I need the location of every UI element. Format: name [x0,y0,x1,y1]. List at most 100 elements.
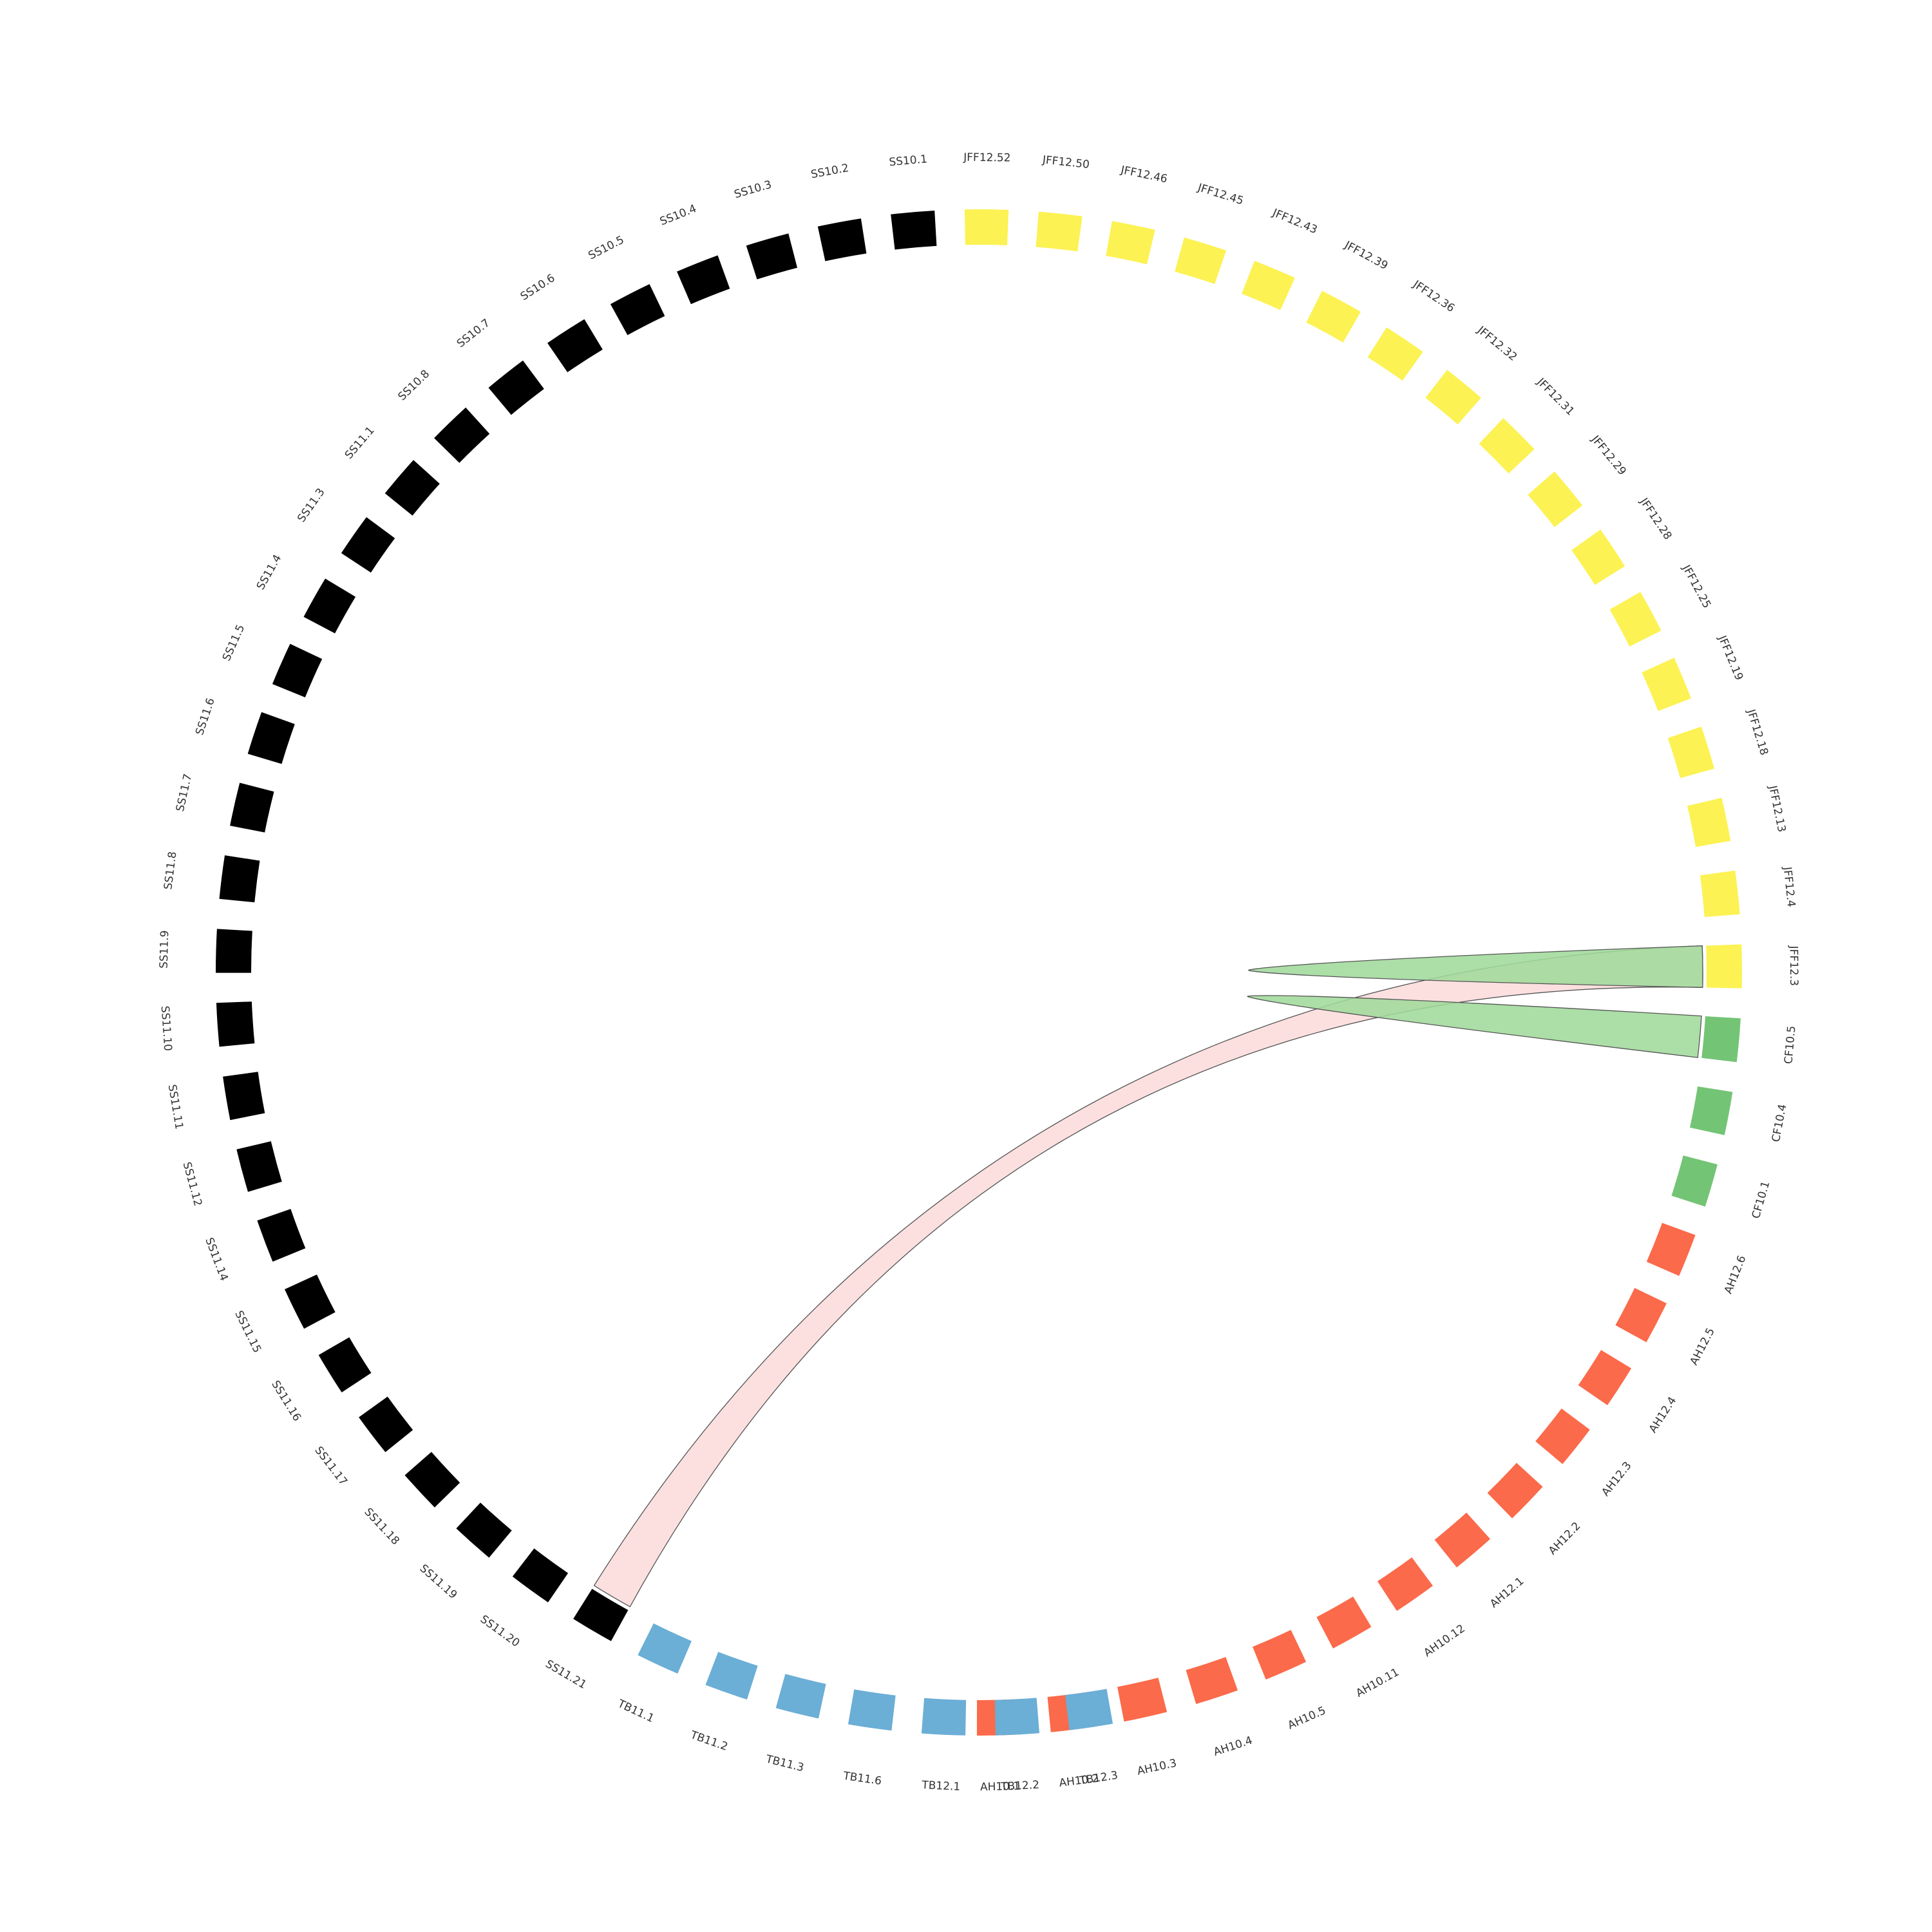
label-ss10-3: SS10.3 [733,178,773,202]
segment-ss10-6 [547,319,603,372]
segment-ah12-2 [1487,1463,1543,1519]
label-jff12-13: JFF12.13 [1766,784,1788,833]
label-ah12-1: AH12.1 [1488,1575,1526,1611]
label-jff12-39: JFF12.39 [1341,238,1390,272]
label-jff12-25: JFF12.25 [1680,562,1714,611]
segment-ss11-14 [257,1209,306,1262]
segment-ss10-2 [817,218,867,261]
label-ss11-16: SS11.16 [269,1378,303,1423]
label-jff12-46: JFF12.46 [1119,164,1169,186]
label-ss11-3: SS11.3 [295,486,327,525]
segment-ah12-5 [1615,1287,1667,1343]
segment-jff12-13 [1687,797,1731,848]
label-ss11-19: SS11.19 [417,1562,460,1602]
segment-ss10-1 [891,211,937,250]
label-ah10-5: AH10.5 [1286,1704,1328,1732]
segment-ss10-4 [677,255,730,305]
segment-ah10-12 [1377,1557,1433,1611]
label-ss11-14: SS11.14 [202,1236,230,1283]
segment-ss11-3 [341,517,395,573]
label-ah12-2: AH12.2 [1546,1520,1584,1558]
label-tb12-1: TB12.1 [921,1779,961,1794]
label-ss11-4: SS11.4 [254,553,285,592]
label-ss11-12: SS11.12 [180,1160,205,1208]
segment-jff12-3 [1706,944,1742,989]
label-jff12-43: JFF12.43 [1270,206,1319,236]
label-ss11-21: SS11.21 [543,1658,589,1692]
segment-ss11-11 [223,1072,265,1121]
label-jff12-28: JFF12.28 [1637,495,1674,542]
segment-ss10-7 [488,360,544,415]
segment-ah10-11 [1316,1596,1372,1649]
segment-ah12-4 [1578,1350,1632,1405]
label-jff12-45: JFF12.45 [1195,181,1245,207]
label-tb11-6: TB11.6 [842,1770,882,1788]
label-ss11-10: SS11.10 [158,1005,175,1051]
segment-ss11-9 [215,929,252,973]
label-ss10-2: SS10.2 [810,162,850,181]
chord-link-ss11-21-jff12-3 [593,945,1703,1607]
segment-jff12-36 [1367,327,1423,381]
segment-jff12-43 [1242,261,1295,310]
label-jff12-31: JFF12.31 [1534,375,1577,419]
segment-ss11-19 [456,1502,512,1558]
label-cf10-1: CF10.1 [1750,1180,1773,1220]
label-jff12-32: JFF12.32 [1474,323,1519,364]
label-ss11-18: SS11.18 [361,1506,401,1548]
label-ah12-6: AH12.6 [1722,1254,1749,1296]
label-ss11-9: SS11.9 [158,930,172,969]
label-cf10-5: CF10.5 [1782,1025,1798,1065]
segment-jff12-4 [1700,870,1740,917]
segment-ss10-8 [434,407,490,463]
label-ss10-4: SS10.4 [658,202,699,229]
label-ah12-3: AH12.3 [1599,1459,1634,1499]
segment-ss11-16 [318,1337,372,1393]
segment-ss11-5 [272,643,323,697]
label-ss11-20: SS11.20 [478,1613,522,1649]
chord-link-cf10-5-cf10-5 [1247,995,1702,1058]
label-ah10-3: AH10.3 [1136,1757,1178,1778]
label-ss10-8: SS10.8 [395,368,432,404]
label-jff12-4: JFF12.4 [1781,866,1798,907]
segment-ss11-17 [359,1396,413,1452]
segment-ss11-18 [404,1452,460,1508]
label-jff12-52: JFF12.52 [963,151,1010,165]
segment-ah12-6 [1646,1222,1696,1276]
segment-ss11-7 [230,782,274,833]
label-ah10-1: AH10.1 [980,1780,1021,1794]
segment-jff12-19 [1642,658,1691,712]
segment-jff12-28 [1571,529,1625,585]
segment-jff12-29 [1528,471,1583,527]
segment-ss11-20 [512,1548,569,1603]
label-ss11-17: SS11.17 [312,1444,349,1488]
segment-jff12-45 [1175,237,1226,284]
label-jff12-3: JFF12.3 [1787,945,1801,987]
segment-tb12-1 [921,1698,967,1736]
segment-jff12-32 [1425,370,1481,425]
segment-tb11-1 [638,1623,692,1674]
segment-ah12-3 [1535,1408,1590,1464]
label-jff12-19: JFF12.19 [1715,633,1745,682]
label-tb11-3: TB11.3 [764,1753,805,1775]
label-ss11-8: SS11.8 [162,851,179,890]
segment-tb11-6 [848,1689,896,1731]
label-ss11-11: SS11.11 [166,1084,185,1131]
segment-jff12-50 [1036,211,1083,252]
segment-ss11-15 [285,1274,336,1329]
segment-ah10-3 [1117,1678,1168,1722]
label-ss10-5: SS10.5 [586,234,626,263]
label-ss11-7: SS11.7 [174,773,195,813]
segment-ah12-1 [1434,1512,1490,1567]
segment-cf10-1 [1671,1155,1718,1207]
segment-jff12-46 [1106,221,1155,265]
label-tb11-1: TB11.1 [615,1697,656,1725]
label-cf10-4: CF10.4 [1770,1103,1790,1143]
label-ss11-5: SS11.5 [220,623,247,663]
segment-jff12-25 [1609,592,1662,647]
label-ah10-12: AH10.12 [1421,1622,1467,1660]
segment-ss10-3 [746,233,797,279]
segment-cf10-5 [1701,1016,1741,1063]
segment-tb11-2 [705,1652,758,1700]
segment-tb12-3 [1065,1689,1113,1730]
segment-ss11-1 [384,460,440,516]
